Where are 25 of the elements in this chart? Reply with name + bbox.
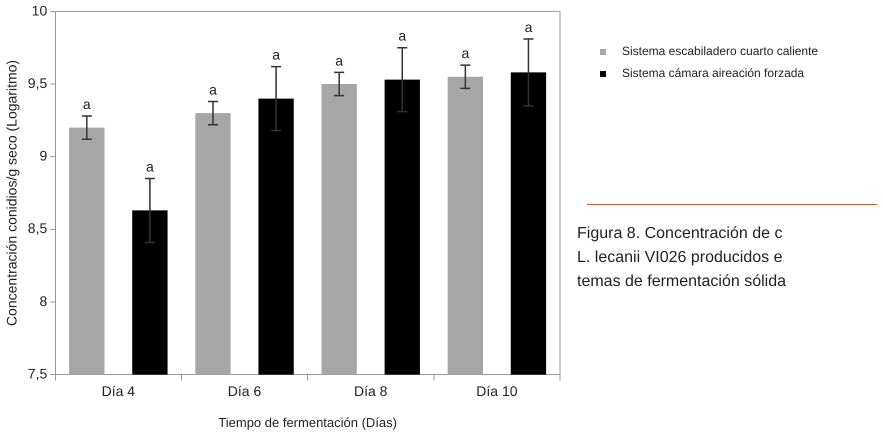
x-tick-label: Día 4: [102, 382, 136, 399]
y-axis-title: Concentración conidios/g seco (Logaritmo): [3, 60, 20, 326]
y-tick-label: 9: [39, 148, 48, 164]
data-label: a: [335, 52, 344, 68]
text: L. lecanii VI026 producidos e: [577, 248, 784, 268]
data-label: a: [272, 46, 280, 62]
y-tick-label: 9,5: [28, 74, 48, 91]
legend-label: Sistema cámara aireación forzada: [622, 66, 804, 80]
data-label: a: [398, 28, 406, 44]
y-tick-label: 8: [39, 292, 48, 309]
data-label: a: [461, 45, 470, 62]
x-tick-label: Día 8: [354, 382, 388, 399]
text: temas de fermentación sólida: [577, 272, 786, 292]
data-label: a: [524, 18, 533, 35]
data-label: a: [209, 81, 218, 98]
y-tick-label: 8,5: [28, 220, 48, 236]
y-tick-label: 10: [32, 2, 48, 18]
x-tick-label: Día 10: [476, 382, 518, 399]
x-tick-label: Día 6: [228, 382, 262, 399]
x-axis-title: Tiempo de fermentación (Días): [218, 414, 397, 430]
text: Figura 8. Concentración de c: [577, 224, 784, 244]
data-label: a: [146, 158, 154, 174]
data-label: a: [82, 96, 91, 112]
legend-label: Sistema escabiladero cuarto caliente: [622, 44, 818, 58]
y-tick-label: 7,5: [28, 365, 48, 382]
